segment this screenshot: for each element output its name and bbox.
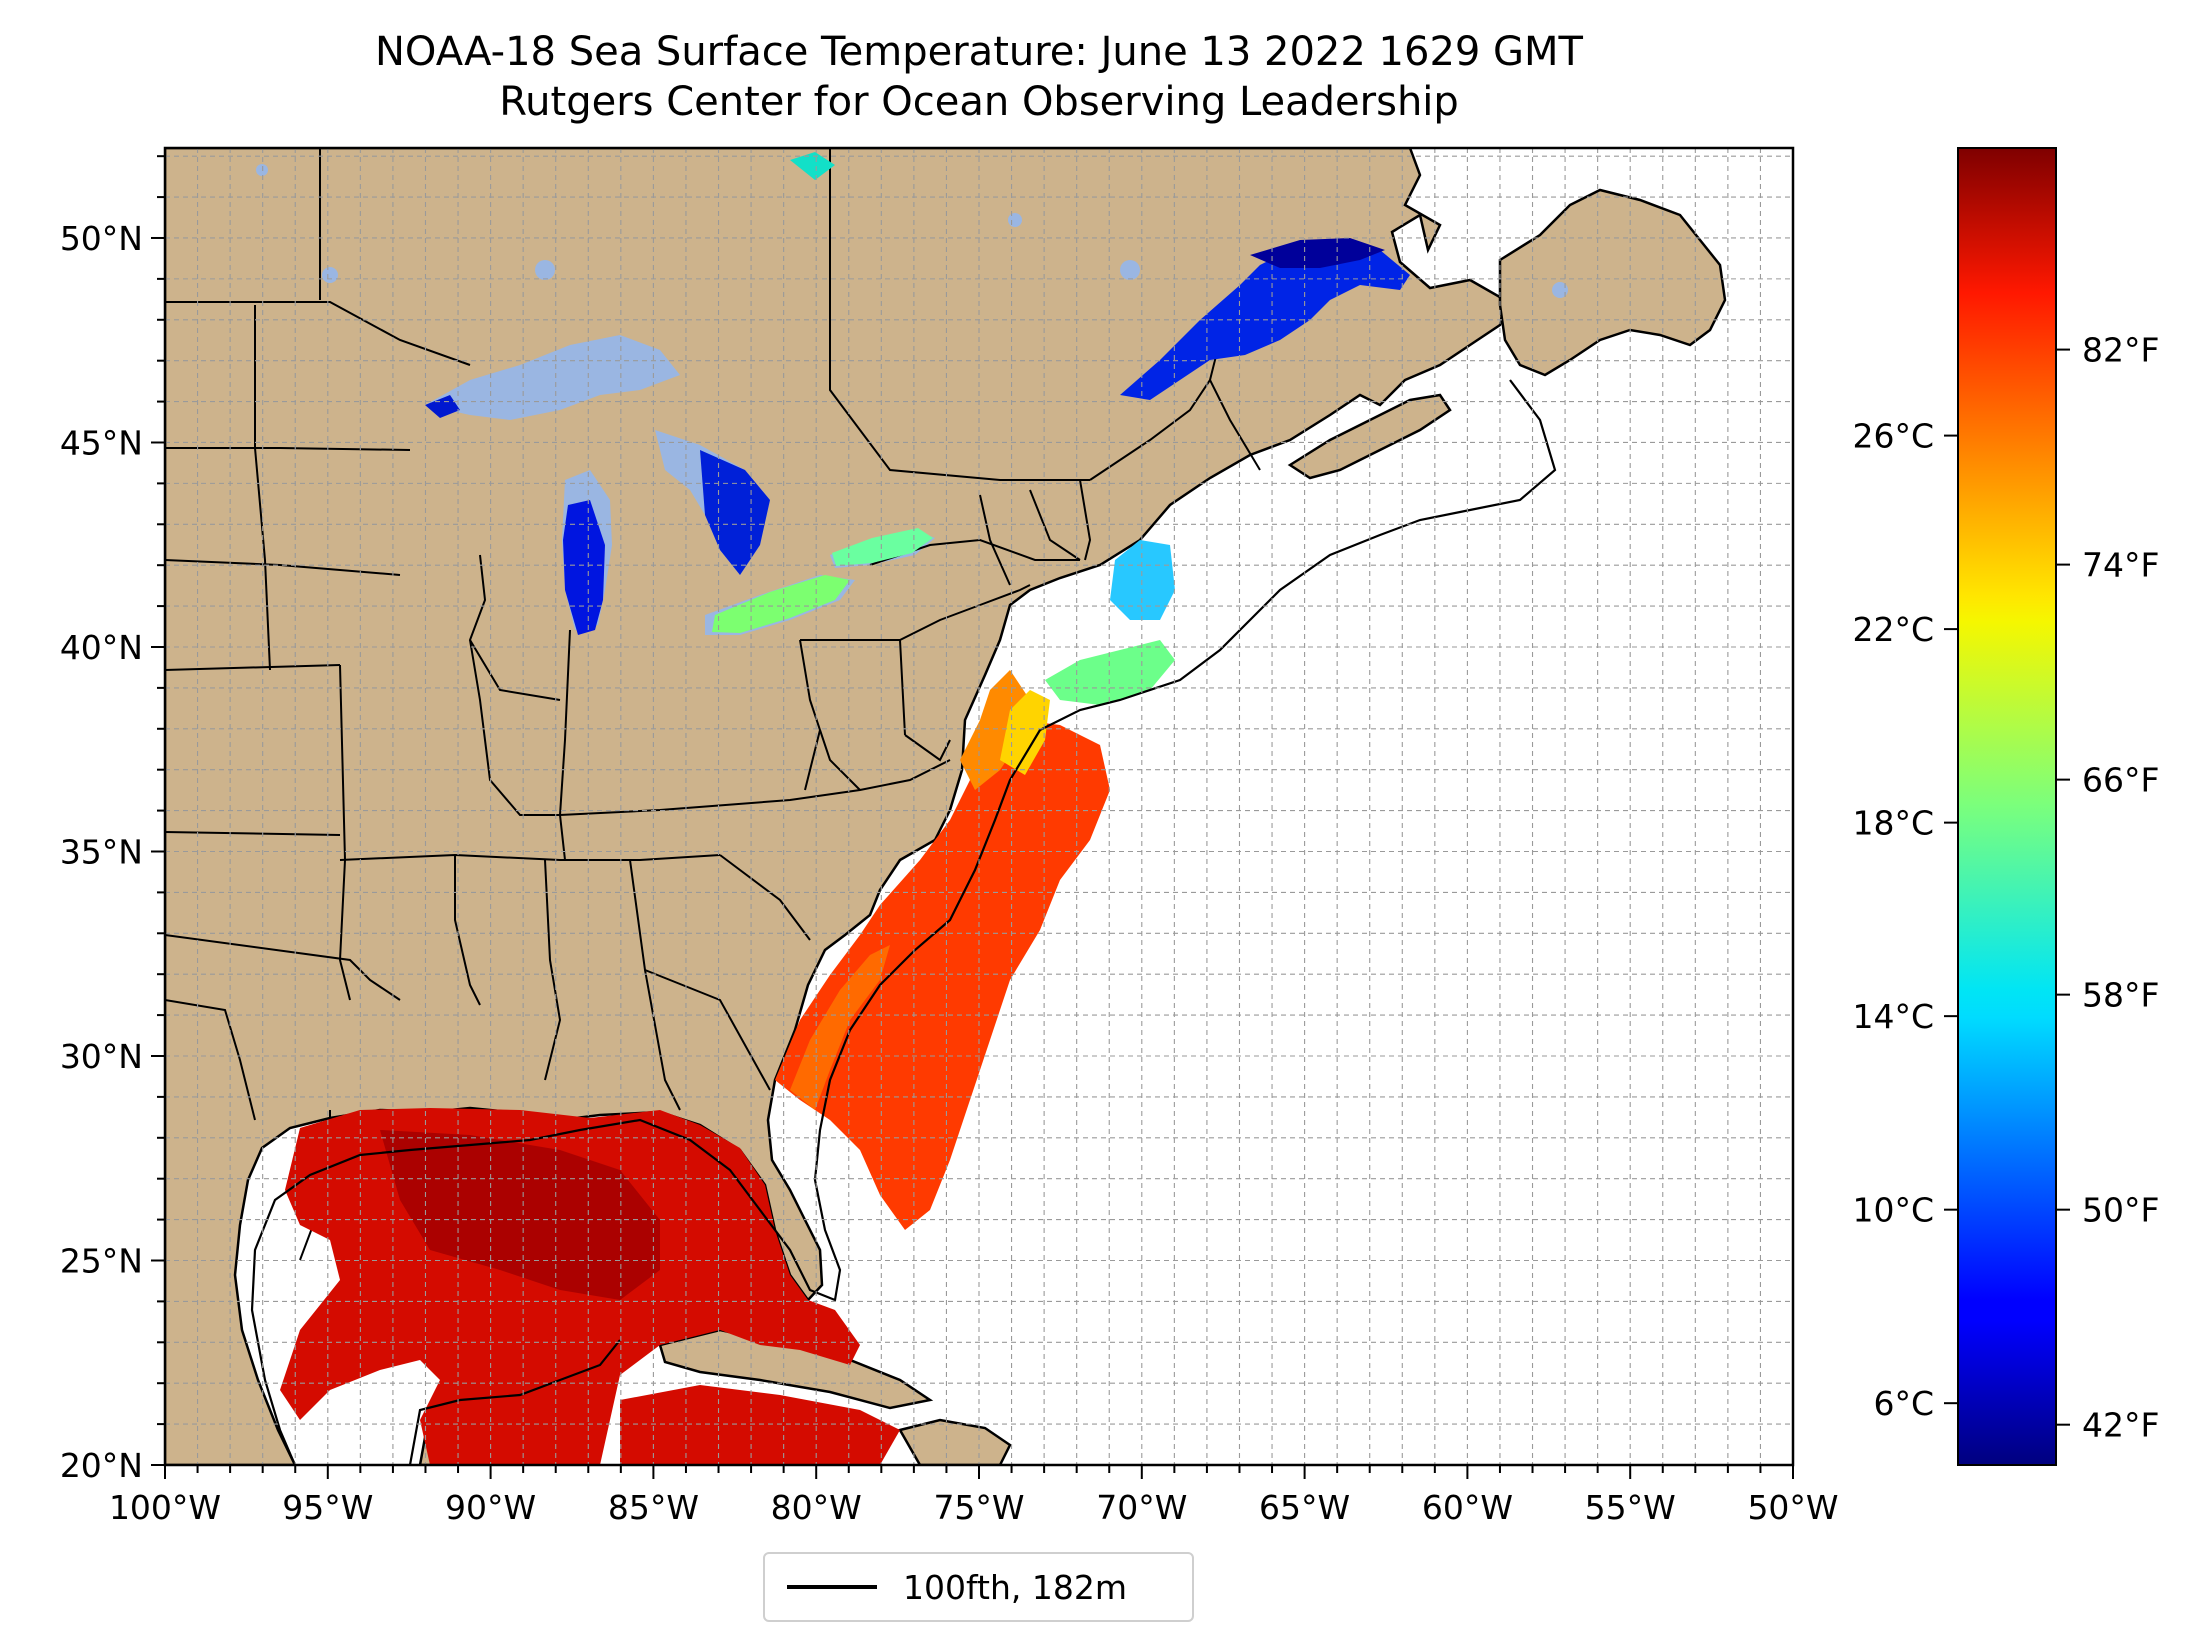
colorbar-f-label: 50°F — [2082, 1191, 2159, 1230]
sst-gulf-of-maine — [1110, 540, 1175, 620]
y-tick-label: 25°N — [60, 1241, 143, 1280]
colorbar-c-label: 26°C — [1852, 417, 1934, 456]
sst-lake-superior-edge — [425, 395, 460, 418]
sst-southeast-shelf — [790, 945, 890, 1110]
y-tick-label: 35°N — [60, 832, 143, 871]
map-area — [165, 148, 1793, 1465]
sst-lake-michigan — [563, 500, 605, 635]
x-tick-label: 60°W — [1422, 1488, 1513, 1527]
x-tick-label: 80°W — [771, 1488, 862, 1527]
sst-lake-huron — [700, 450, 770, 575]
x-tick-label: 95°W — [282, 1488, 373, 1527]
y-tick-label: 40°N — [60, 628, 143, 667]
sst-new-england — [1045, 640, 1175, 705]
sst-hudson-bay-edge — [790, 152, 835, 180]
lake-superior — [425, 335, 680, 420]
sst-shelf-warm — [960, 670, 1030, 790]
y-tick-label: 50°N — [60, 219, 143, 258]
land-newfoundland — [1498, 188, 1727, 377]
chart-subtitle: Rutgers Center for Ocean Observing Leade… — [499, 79, 1459, 125]
x-tick-label: 85°W — [608, 1488, 699, 1527]
x-tick-label: 55°W — [1585, 1488, 1676, 1527]
y-tick-label: 20°N — [60, 1446, 143, 1485]
colorbar-c-label: 10°C — [1852, 1191, 1934, 1230]
x-axis: 100°W 95°W 90°W 85°W 80°W 75°W 70°W 65°W 60°W 55°… — [109, 1465, 1839, 1527]
colorbar-f-label: 74°F — [2082, 546, 2159, 585]
colorbar-gradient — [1957, 147, 2057, 1466]
colorbar-f-label: 82°F — [2082, 331, 2159, 370]
x-tick-label: 75°W — [933, 1488, 1024, 1527]
sst-st-lawrence-dark — [1250, 238, 1385, 268]
x-tick-label: 90°W — [445, 1488, 536, 1527]
colorbar-f-label: 66°F — [2082, 761, 2159, 800]
colorbar: 42°F 50°F 58°F 66°F 74°F 82°F 6°C 10°C 14°C 18°C… — [1852, 147, 2159, 1466]
sst-caribbean — [620, 1385, 900, 1465]
y-axis: 20°N 25°N 30°N 35°N 40°N 45°N 50°N — [60, 155, 165, 1485]
colorbar-fahrenheit-ticks: 42°F 50°F 58°F 66°F 74°F 82°F — [2056, 331, 2159, 1445]
legend-label: 100fth, 182m — [903, 1567, 1127, 1607]
sst-gulf-stream — [775, 720, 1110, 1230]
colorbar-celsius-ticks: 6°C 10°C 14°C 18°C 22°C 26°C — [1852, 417, 1958, 1423]
x-tick-label: 65°W — [1259, 1488, 1350, 1527]
x-tick-label: 50°W — [1747, 1488, 1838, 1527]
isobath-caribbean — [408, 1339, 621, 1465]
sst-lake-ontario — [832, 528, 933, 566]
colorbar-c-label: 14°C — [1852, 997, 1934, 1036]
sst-lake-erie — [712, 575, 850, 633]
chart-title: NOAA-18 Sea Surface Temperature: June 13… — [374, 29, 1583, 75]
gridlines — [165, 148, 1793, 1465]
y-tick-label: 45°N — [60, 423, 143, 462]
colorbar-f-label: 42°F — [2082, 1406, 2159, 1445]
x-tick-label: 70°W — [1096, 1488, 1187, 1527]
land-hispaniola — [898, 1418, 1012, 1465]
sst-mid-atlantic-shelf — [1000, 690, 1050, 775]
y-tick-label: 30°N — [60, 1037, 143, 1076]
colorbar-c-label: 18°C — [1852, 804, 1934, 843]
colorbar-f-label: 58°F — [2082, 976, 2159, 1015]
x-tick-label: 100°W — [109, 1488, 221, 1527]
colorbar-c-label: 22°C — [1852, 610, 1934, 649]
colorbar-c-label: 6°C — [1873, 1384, 1934, 1423]
legend: 100fth, 182m — [763, 1552, 1194, 1622]
legend-line-swatch — [787, 1585, 877, 1589]
sst-gulf-dark — [380, 1130, 660, 1300]
